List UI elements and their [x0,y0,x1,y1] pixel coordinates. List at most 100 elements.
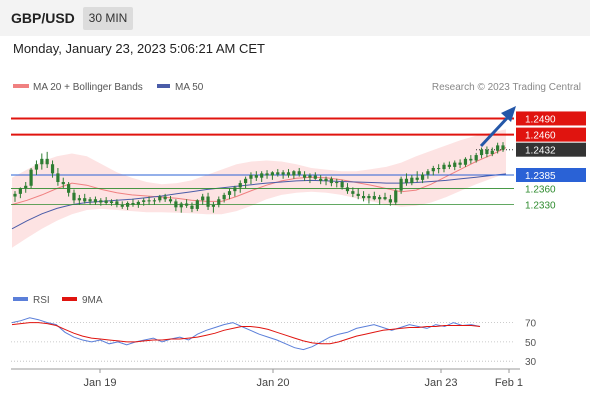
candle-body [13,193,17,197]
candle-body [260,173,264,178]
candle-body [142,200,146,202]
candle-body [367,196,371,199]
candle-body [109,201,114,203]
candle-body [211,204,216,207]
candle-body [286,172,291,176]
candle-body [426,171,430,175]
candle-body [292,171,296,176]
level-label-1.2330: 1.2330 [525,201,556,212]
candle-body [222,194,226,200]
candle-body [490,150,494,154]
candle-body [394,190,398,203]
legend-swatch-ma20 [13,84,29,88]
timeframe-button[interactable]: 30 MIN [83,7,133,30]
legend-swatch-ma50 [157,84,170,88]
candle-body [131,203,135,205]
candle-body [313,175,317,179]
candle-body [45,158,49,165]
candle-body [61,182,65,185]
level-box-1.2432 [516,142,586,157]
candle-body [93,199,98,203]
candle-body [238,183,242,188]
candle-body [115,201,119,205]
level-label-1.2490: 1.2490 [525,114,556,125]
x-tick-label: Feb 1 [495,377,523,389]
level-box-1.2490 [516,111,586,126]
candle-body [501,145,505,150]
level-label-1.2360: 1.2360 [525,184,556,195]
candle-body [40,158,44,165]
candle-body [276,172,280,175]
candle-body [174,201,178,208]
candle-body [437,168,441,170]
candle-body [29,169,33,186]
level-label-1.2460: 1.2460 [525,131,556,142]
candle-body [420,174,425,180]
legend-label-rsi: RSI [33,295,50,306]
legend-swatch-9ma [62,297,77,301]
legend-swatch-rsi [13,297,28,301]
candle-body [201,196,205,201]
timestamp: Monday, January 23, 2023 5:06:21 AM CET [13,41,265,56]
candle-body [50,164,55,174]
candle-body [265,173,269,176]
candle-body [88,199,92,202]
candle-body [136,201,140,205]
candle-body [72,192,76,201]
candle-body [56,173,60,182]
level-label-1.2385: 1.2385 [525,171,556,182]
x-tick-label: Jan 19 [83,377,116,389]
legend-label-9ma: 9MA [82,295,103,306]
candle-body [104,200,108,203]
candle-body [243,178,248,184]
legend-label-ma20: MA 20 + Bollinger Bands [33,82,143,93]
candle-body [378,197,382,200]
candle-body [453,162,457,167]
ma20-line [11,147,507,206]
candle-body [152,200,157,202]
candle-body [399,178,403,191]
candle-body [469,158,473,161]
trend-arrow [479,114,511,148]
rsi-tick-label: 50 [525,338,537,349]
x-tick-label: Jan 23 [424,377,457,389]
candle-body [308,175,312,178]
candle-body [485,149,489,154]
candle-body [217,199,221,205]
candle-body [431,168,435,172]
candle-body [120,204,124,207]
candle-body [185,203,189,206]
candle-body [233,187,237,192]
candle-body [372,196,376,200]
candle-body [388,199,392,203]
candle-body [126,203,130,207]
candle-body [99,200,103,203]
candle-body [83,198,87,202]
candle-body [206,196,210,207]
candle-body [254,175,258,178]
candle-body [324,178,328,181]
candle-body [281,172,285,175]
candle-body [361,196,366,199]
candle-body [249,175,253,179]
watermark: Research © 2023 Trading Central [432,82,581,93]
rsi-line [11,317,481,351]
candle-body [404,178,409,184]
level-box-1.2385 [516,168,586,182]
candle-body [345,187,350,192]
candle-body [297,171,301,175]
candle-body [24,185,28,189]
candle-body [447,164,451,167]
candle-body [474,155,478,161]
candle-body [163,196,167,200]
rsi-tick-label: 70 [525,319,537,330]
candle-body [415,177,419,180]
candle-body [158,196,162,201]
candle-body [351,191,355,194]
candle-body [335,182,339,184]
candle-body [168,199,173,202]
symbol-title: GBP/USD [11,10,75,26]
level-label-1.2432: 1.2432 [525,146,556,157]
candle-body [340,182,344,188]
